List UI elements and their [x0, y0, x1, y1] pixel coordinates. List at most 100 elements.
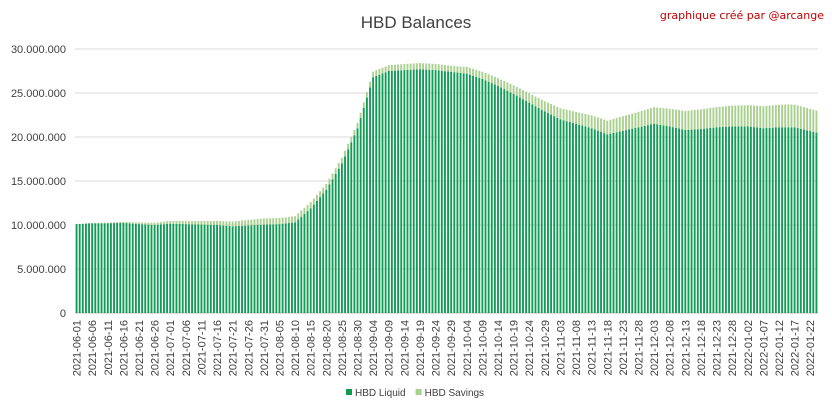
bar-hbd-liquid — [643, 125, 646, 313]
bar-hbd-savings — [637, 111, 640, 128]
bar-hbd-savings — [400, 64, 403, 71]
x-tick-label: 2021-07-31 — [259, 320, 271, 376]
bar-hbd-savings — [718, 106, 721, 128]
bar-hbd-liquid — [159, 224, 162, 313]
bar-hbd-savings — [731, 105, 734, 127]
bar-hbd-savings — [172, 220, 175, 224]
bar-hbd-savings — [159, 222, 162, 225]
bar-hbd-savings — [206, 220, 209, 225]
bar-hbd-savings — [740, 105, 743, 127]
bar-hbd-liquid — [743, 126, 746, 313]
bar-hbd-savings — [475, 69, 478, 77]
bar-hbd-liquid — [316, 200, 318, 313]
x-tick-label: 2021-12-13 — [680, 320, 692, 376]
bar-hbd-liquid — [306, 211, 309, 313]
bar-hbd-liquid — [596, 130, 599, 313]
bar-hbd-liquid — [456, 72, 459, 313]
bar-hbd-liquid — [319, 197, 321, 313]
bar-hbd-savings — [812, 109, 815, 132]
bar-hbd-liquid — [128, 223, 131, 313]
bar-hbd-liquid — [378, 74, 381, 313]
bar-hbd-savings — [809, 108, 812, 132]
bar-hbd-liquid — [325, 189, 328, 313]
bar-hbd-liquid — [222, 225, 225, 313]
bar-hbd-liquid — [309, 208, 312, 313]
bar-hbd-savings — [141, 222, 144, 225]
bar-hbd-liquid — [400, 70, 403, 313]
y-tick-label: 20.000.000 — [11, 132, 66, 144]
bar-hbd-liquid — [618, 131, 621, 313]
bar-hbd-liquid — [712, 127, 715, 313]
bar-hbd-liquid — [531, 104, 534, 313]
bar-hbd-liquid — [715, 127, 718, 313]
x-tick-label: 2021-07-06 — [181, 320, 193, 376]
bar-hbd-liquid — [753, 127, 755, 313]
bar-hbd-savings — [209, 220, 212, 225]
bar-hbd-liquid — [106, 223, 109, 313]
bar-hbd-savings — [181, 220, 184, 225]
bar-hbd-savings — [565, 109, 568, 122]
bar-hbd-savings — [387, 65, 390, 71]
bar-hbd-liquid — [153, 225, 156, 313]
bar-hbd-savings — [703, 108, 705, 129]
bar-hbd-liquid — [163, 224, 165, 313]
bar-hbd-savings — [440, 64, 443, 71]
bar-hbd-savings — [113, 222, 115, 224]
bar-hbd-savings — [749, 105, 752, 127]
bar-hbd-liquid — [746, 126, 749, 313]
bar-hbd-savings — [297, 213, 300, 220]
bar-hbd-liquid — [340, 163, 343, 313]
bar-hbd-liquid — [84, 223, 87, 313]
bar-hbd-liquid — [659, 124, 662, 313]
bar-hbd-savings — [216, 220, 218, 225]
bar-hbd-savings — [774, 105, 777, 128]
bar-hbd-savings — [578, 112, 581, 125]
bar-hbd-savings — [225, 221, 228, 226]
x-tick-label: 2021-07-11 — [196, 320, 208, 375]
x-tick-label: 2021-12-03 — [649, 320, 661, 376]
bar-hbd-savings — [678, 110, 681, 129]
bar-hbd-savings — [300, 210, 303, 217]
bar-hbd-liquid — [718, 127, 721, 313]
bar-hbd-savings — [222, 221, 225, 226]
bar-hbd-liquid — [294, 222, 297, 313]
bar-hbd-liquid — [681, 129, 684, 313]
bar-hbd-liquid — [671, 127, 674, 313]
bar-hbd-savings — [737, 105, 740, 127]
x-tick-label: 2021-09-09 — [384, 320, 396, 376]
x-tick-label: 2021-09-04 — [368, 320, 380, 376]
bar-hbd-savings — [375, 70, 378, 76]
x-tick-label: 2021-09-29 — [446, 320, 458, 376]
bar-hbd-savings — [163, 221, 165, 225]
bar-hbd-liquid — [465, 73, 468, 313]
bar-hbd-savings — [106, 222, 109, 224]
bar-hbd-savings — [337, 163, 340, 169]
bar-hbd-liquid — [453, 72, 456, 313]
bar-hbd-liquid — [297, 219, 300, 313]
bar-hbd-savings — [340, 157, 343, 164]
bar-hbd-savings — [406, 63, 409, 70]
bar-hbd-liquid — [581, 125, 584, 313]
bar-hbd-savings — [497, 78, 499, 86]
bar-hbd-liquid — [362, 107, 365, 313]
bar-hbd-liquid — [509, 92, 512, 313]
bar-hbd-liquid — [662, 125, 665, 313]
bar-hbd-liquid — [475, 76, 478, 313]
bars — [75, 63, 818, 314]
x-tick-label: 2021-09-14 — [399, 320, 411, 376]
bar-hbd-savings — [600, 118, 602, 132]
bar-hbd-savings — [712, 107, 715, 128]
bar-hbd-liquid — [646, 125, 649, 314]
bar-hbd-savings — [150, 222, 153, 225]
bar-hbd-savings — [166, 221, 169, 224]
x-tick-label: 2021-12-28 — [727, 320, 739, 376]
y-tick-label: 25.000.000 — [11, 88, 66, 100]
bar-hbd-savings — [403, 64, 406, 71]
bar-hbd-savings — [169, 220, 172, 224]
bar-hbd-liquid — [166, 223, 169, 313]
bar-hbd-savings — [778, 104, 780, 128]
x-tick-label: 2021-11-03 — [555, 320, 567, 375]
x-tick-label: 2021-12-08 — [665, 320, 677, 376]
bar-hbd-liquid — [331, 179, 334, 313]
bar-hbd-savings — [256, 219, 259, 225]
